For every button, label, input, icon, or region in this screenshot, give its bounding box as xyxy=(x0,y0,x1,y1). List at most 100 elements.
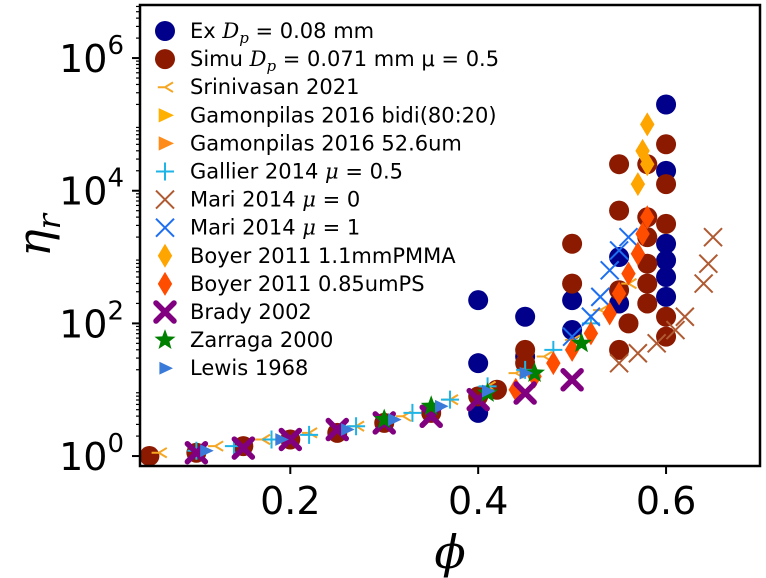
legend-marker xyxy=(157,271,173,296)
data-point xyxy=(562,233,583,254)
data-point xyxy=(562,273,583,294)
data-point xyxy=(341,423,355,436)
data-point xyxy=(571,332,592,353)
legend-marker xyxy=(158,108,174,123)
data-point xyxy=(609,240,629,261)
legend-entry: Mari 2014 μ = 0 xyxy=(155,188,360,212)
data-point xyxy=(546,351,561,376)
legend-entry: Brady 2002 xyxy=(153,300,312,324)
data-point xyxy=(207,440,224,452)
legend-entry: Mari 2014 μ = 1 xyxy=(155,216,360,240)
data-point xyxy=(675,307,695,327)
data-point xyxy=(325,417,350,442)
legend-entry: Boyer 2011 1.1mmPMMA xyxy=(157,243,456,268)
legend-marker xyxy=(155,217,175,238)
data-point xyxy=(388,413,402,426)
legend-label: Lewis 1968 xyxy=(190,356,308,380)
legend-entry: Boyer 2011 0.85umPS xyxy=(157,271,425,296)
data-point xyxy=(618,227,639,247)
series-5 xyxy=(187,314,600,460)
y-tick-label: 106 xyxy=(59,31,124,81)
legend-entry: Lewis 1968 xyxy=(159,356,308,380)
legend-label: Gamonpilas 2016 52.6um xyxy=(190,131,462,155)
y-tick-label: 100 xyxy=(59,429,124,479)
y-tick-label: 104 xyxy=(59,164,124,214)
y-axis-label: ηr xyxy=(7,212,68,257)
legend-marker xyxy=(157,243,173,268)
data-point xyxy=(581,307,601,327)
legend-entry: Srinivasan 2021 xyxy=(157,75,359,99)
data-point xyxy=(278,427,303,452)
data-point xyxy=(665,320,686,340)
legend-label: Boyer 2011 0.85umPS xyxy=(190,272,425,296)
data-point xyxy=(618,313,639,334)
x-tick-label: 0.6 xyxy=(636,479,696,523)
data-point xyxy=(693,273,714,294)
series-6 xyxy=(609,227,723,373)
data-point xyxy=(646,333,667,353)
data-point xyxy=(609,353,629,373)
data-point xyxy=(513,381,537,405)
data-point xyxy=(656,213,677,234)
axis-ticks: 0.2 0.4 0.6 100 102 104 106 xyxy=(59,5,696,523)
legend-label: Mari 2014 μ = 0 xyxy=(190,188,360,212)
data-point xyxy=(637,273,658,294)
data-point xyxy=(562,290,583,311)
data-point xyxy=(562,320,583,341)
data-point xyxy=(602,301,617,326)
data-point xyxy=(656,286,677,307)
x-tick-label: 0.2 xyxy=(260,479,320,523)
data-point xyxy=(630,172,646,197)
legend-entry: Gamonpilas 2016 52.6um xyxy=(158,131,462,155)
legend-marker xyxy=(157,81,174,93)
data-point xyxy=(656,306,677,327)
legend-marker xyxy=(153,300,177,324)
legend-label: Zarraga 2000 xyxy=(190,328,333,352)
legend-label: Boyer 2011 1.1mmPMMA xyxy=(190,244,456,268)
data-point xyxy=(468,290,489,311)
legend-marker xyxy=(154,329,176,349)
data-point xyxy=(630,241,646,266)
data-point xyxy=(599,260,620,281)
data-point xyxy=(656,174,677,195)
legend-label: Gamonpilas 2016 bidi(80:20) xyxy=(190,103,497,127)
legend-marker xyxy=(158,136,174,151)
data-point xyxy=(656,233,677,254)
data-point xyxy=(275,433,289,446)
data-point xyxy=(583,321,599,346)
data-marks xyxy=(139,94,723,467)
legend-marker xyxy=(155,189,175,210)
data-point xyxy=(628,343,648,363)
legend-entry: Gamonpilas 2016 bidi(80:20) xyxy=(158,103,497,127)
data-point xyxy=(640,205,655,230)
series-7 xyxy=(562,227,639,347)
data-point xyxy=(611,281,627,306)
data-point xyxy=(703,227,723,247)
legend-marker xyxy=(155,49,175,70)
data-point xyxy=(656,94,677,115)
data-point xyxy=(621,261,636,286)
data-point xyxy=(635,221,650,246)
data-point xyxy=(609,200,630,221)
data-point xyxy=(609,339,630,360)
legend-label: Mari 2014 μ = 1 xyxy=(190,216,360,240)
legend-label: Srinivasan 2021 xyxy=(190,75,359,99)
legend-marker xyxy=(159,361,173,375)
data-point xyxy=(200,444,214,458)
legend-entry: Zarraga 2000 xyxy=(154,328,333,352)
data-point xyxy=(373,408,395,429)
data-point xyxy=(300,425,319,444)
data-point xyxy=(420,395,442,416)
series-8 xyxy=(630,112,655,197)
data-point xyxy=(519,366,534,380)
legend-entry: Ex Dp = 0.08 mm xyxy=(155,19,374,47)
data-point xyxy=(590,287,611,307)
data-point xyxy=(656,326,677,347)
series-9 xyxy=(508,205,655,402)
data-point xyxy=(656,266,677,287)
data-point xyxy=(609,154,630,175)
data-point xyxy=(481,384,496,398)
